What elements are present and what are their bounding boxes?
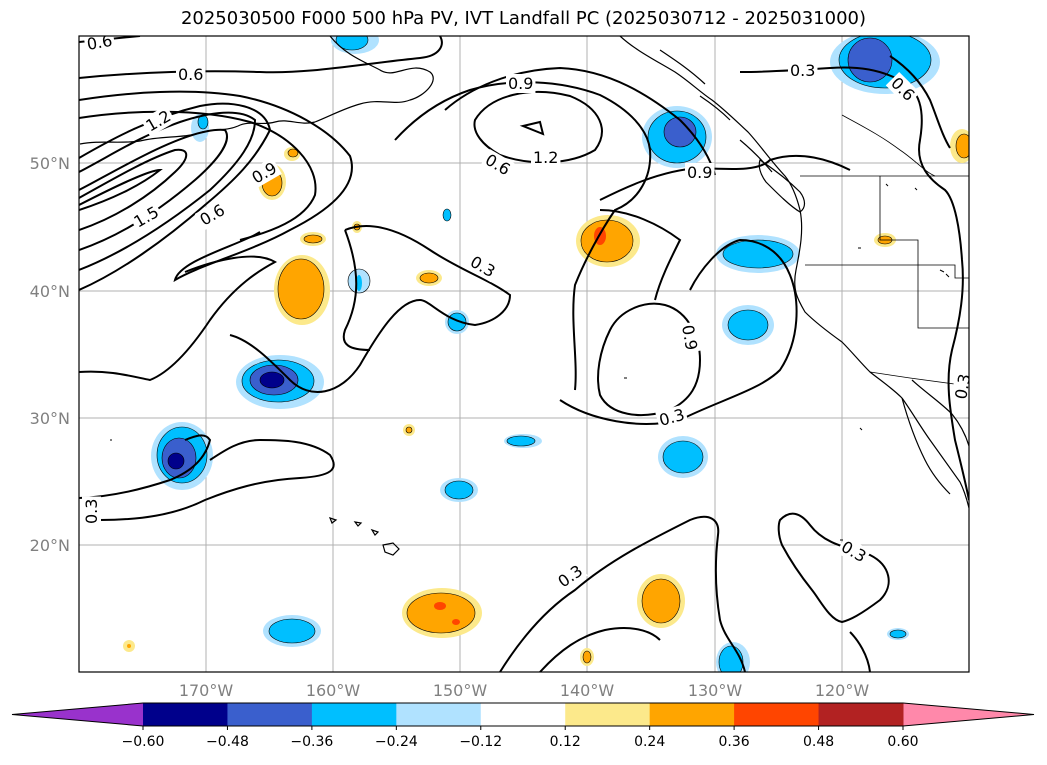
contour-label-halo	[531, 148, 561, 167]
lon-labels: 170°W 160°W 150°W 140°W 130°W 120°W	[179, 681, 870, 700]
contour-label: 0.3	[82, 499, 101, 524]
pv-blob-positive	[403, 424, 415, 436]
contour-label: 0.6	[178, 65, 203, 84]
lat-label: 20°N	[30, 536, 70, 555]
lat-label: 30°N	[30, 409, 70, 428]
pv-blob-negative	[658, 436, 708, 478]
lon-label: 150°W	[433, 681, 488, 700]
colorbar-tick-label: −0.24	[375, 734, 418, 750]
pv-blob-negative	[151, 422, 213, 490]
gridlines	[79, 36, 969, 672]
ivt-contours	[79, 36, 969, 672]
colorbar-extend-min	[12, 703, 143, 726]
contour-label-halo	[655, 404, 689, 431]
pv-blob-positive	[950, 129, 969, 163]
colorbar-tick-label: −0.48	[206, 734, 249, 750]
pv-fill-areas	[123, 36, 969, 672]
pv-blob-positive	[123, 640, 135, 652]
contour-label: 1.2	[533, 148, 558, 167]
contour-label-halo	[176, 65, 206, 84]
lon-label: 140°W	[560, 681, 615, 700]
contour-label: 0.3	[790, 61, 815, 80]
pv-blob-negative	[887, 628, 909, 640]
lon-label: 120°W	[815, 681, 870, 700]
contour-label-halo	[465, 251, 501, 283]
pv-blob-negative	[716, 235, 800, 273]
contour-label: 0.9	[508, 74, 533, 93]
colorbar-tick-label: −0.12	[459, 734, 502, 750]
pv-blob-negative	[440, 478, 478, 502]
colorbar-segment	[143, 703, 228, 726]
plot-area	[79, 36, 969, 672]
pv-blob-positive	[637, 574, 685, 628]
pv-blob-negative	[442, 208, 452, 222]
colorbar-segment	[396, 703, 482, 726]
pv-blob-negative	[347, 268, 371, 294]
colorbar-tick-label: 0.36	[719, 734, 750, 750]
colorbar-tick-label: 0.48	[803, 734, 834, 750]
pv-blob-negative	[716, 642, 750, 672]
colorbar-extend-max	[903, 703, 1034, 726]
contour-label-halo	[194, 199, 230, 231]
plot-frame	[78, 35, 970, 673]
contour-label: 0.9	[687, 163, 712, 182]
map-title: 2025030500 F000 500 hPa PV, IVT Landfall…	[180, 8, 867, 29]
pv-blob-positive	[402, 588, 482, 638]
contour-label-halo	[677, 321, 702, 354]
contour-label: 0.9	[678, 323, 701, 351]
pv-blob-positive	[300, 232, 326, 246]
contour-label-halo	[836, 536, 872, 568]
lon-label: 160°W	[306, 681, 361, 700]
contour-label: 0.6	[85, 31, 113, 54]
colorbar-segment	[649, 703, 735, 726]
contour-label-halo	[685, 163, 715, 182]
contour-label-halo	[552, 559, 588, 593]
pv-blob-positive	[274, 255, 330, 325]
colorbar-segment	[818, 703, 904, 726]
pv-blob-negative	[722, 305, 774, 345]
contour-label-halo	[82, 496, 101, 526]
lat-label: 40°N	[30, 282, 70, 301]
colorbar-tick-label: 0.24	[634, 734, 665, 750]
colorbar-segment	[227, 703, 313, 726]
colorbar-tick-label: −0.60	[122, 734, 165, 750]
pv-blob-positive	[576, 215, 640, 267]
land-specks	[110, 183, 950, 541]
colorbar-segment	[734, 703, 820, 726]
pv-blob-negative	[331, 36, 379, 54]
contour-label-halo	[246, 157, 282, 189]
colorbar-segment	[565, 703, 651, 726]
colorbar-tick-label: 0.12	[550, 734, 581, 750]
pv-blob-negative	[263, 615, 321, 647]
lon-label: 130°W	[688, 681, 743, 700]
pv-blob-negative	[504, 434, 542, 448]
pv-blob-negative	[642, 106, 712, 168]
colorbar: −0.60 −0.48 −0.36 −0.24 −0.12 0.12 0.24 0.36 0.4…	[11, 702, 1035, 750]
contour-label-halo	[885, 71, 921, 107]
pv-blob-positive	[416, 270, 442, 286]
lat-label: 50°N	[30, 154, 70, 173]
colorbar-tick-label: 0.60	[887, 734, 918, 750]
contour-label-halo	[128, 201, 164, 233]
contour-label-halo	[480, 149, 516, 181]
contour-label-halo	[140, 105, 176, 137]
lon-label: 170°W	[179, 681, 234, 700]
contour-label-halo	[788, 61, 818, 80]
pv-blob-positive	[580, 648, 594, 666]
lat-labels: 50°N 40°N 30°N 20°N	[30, 154, 70, 555]
colorbar-segment	[480, 703, 566, 726]
pv-blob-negative	[445, 310, 469, 334]
colorbar-tick-label: −0.36	[290, 734, 333, 750]
contour-label-halo	[506, 74, 536, 93]
colorbar-segment	[311, 703, 397, 726]
pv-blob-negative	[236, 355, 324, 409]
contour-label: 0.3	[951, 372, 974, 400]
pv-blob-negative	[830, 36, 940, 94]
